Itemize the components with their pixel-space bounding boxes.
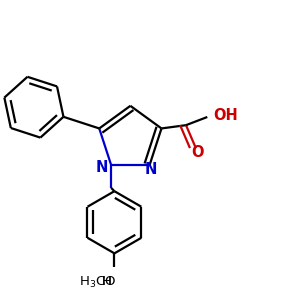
Text: OH: OH (213, 108, 238, 123)
Text: H: H (101, 275, 111, 288)
Text: $\mathregular{H_3CO}$: $\mathregular{H_3CO}$ (80, 275, 117, 290)
Text: N: N (96, 160, 108, 175)
Text: N: N (145, 162, 158, 177)
Text: O: O (191, 146, 204, 160)
Text: H: H (101, 275, 111, 288)
